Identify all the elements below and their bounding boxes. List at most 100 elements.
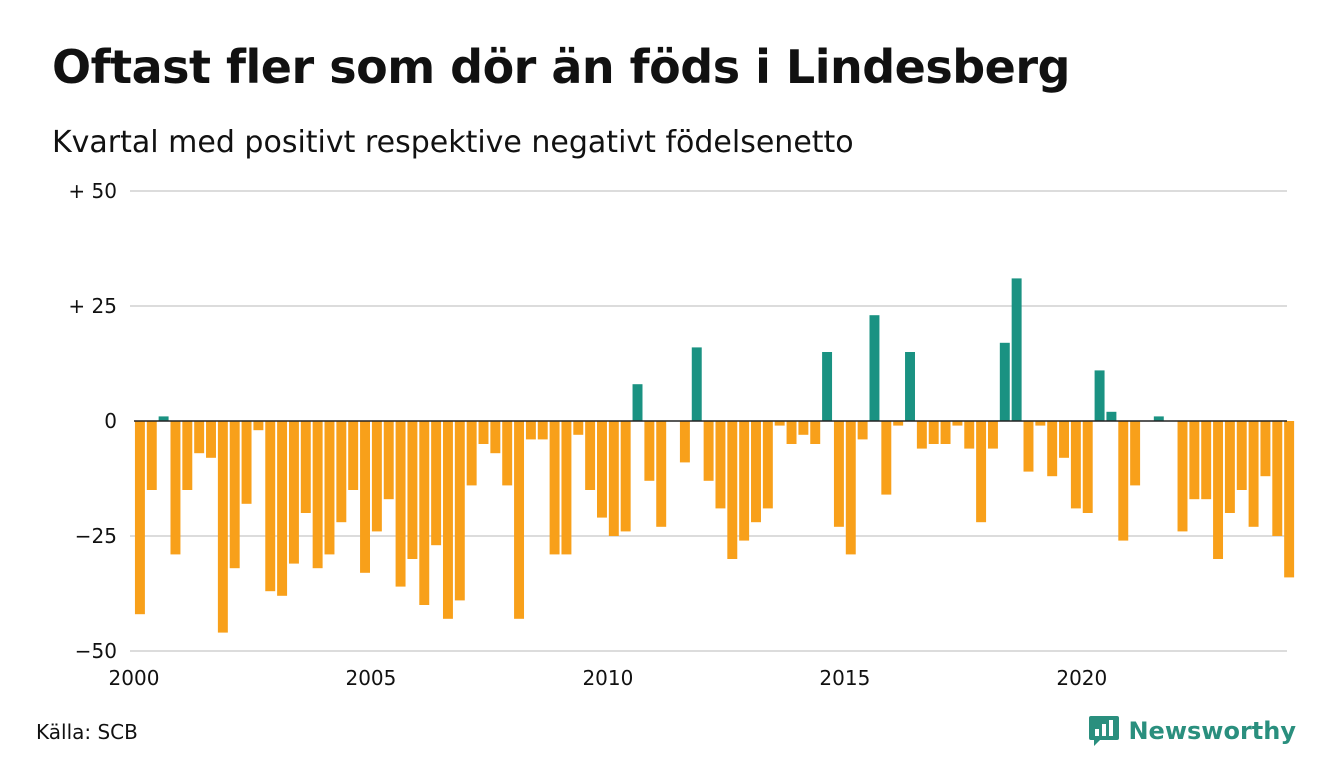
bar xyxy=(762,421,773,509)
bar xyxy=(1236,421,1247,490)
bar xyxy=(490,421,501,454)
chart-subtitle: Kvartal med positivt respektive negativt… xyxy=(52,125,854,160)
bar xyxy=(395,421,406,587)
bar xyxy=(442,421,453,619)
axes: + 50 + 25 0 −25 −50 2000 2005 2010 2015 2020 xyxy=(68,179,1287,690)
bar xyxy=(964,421,975,449)
chart-title: Oftast fler som dör än föds i Lindesberg xyxy=(52,40,1070,94)
bar xyxy=(1118,421,1129,541)
bar xyxy=(940,421,951,444)
bar xyxy=(324,421,335,555)
bar xyxy=(916,421,927,449)
bar xyxy=(217,421,228,633)
bar xyxy=(999,342,1010,421)
bar xyxy=(561,421,572,555)
bar xyxy=(1213,421,1224,559)
bar xyxy=(857,421,868,440)
bar xyxy=(976,421,987,523)
bar xyxy=(419,421,430,605)
y-tick-label: + 25 xyxy=(68,294,117,318)
bar xyxy=(786,421,797,444)
bar xyxy=(407,421,418,559)
bar-chart: + 50 + 25 0 −25 −50 2000 2005 2010 2015 2020 xyxy=(68,179,1295,690)
bar xyxy=(632,384,643,421)
bar xyxy=(798,421,809,435)
bar xyxy=(182,421,193,490)
bar xyxy=(987,421,998,449)
bar xyxy=(893,421,904,426)
y-tick-label: −50 xyxy=(75,639,117,663)
brand-name: Newsworthy xyxy=(1128,717,1296,745)
bar xyxy=(1047,421,1058,477)
bar xyxy=(478,421,489,444)
bar xyxy=(1130,421,1141,486)
bar xyxy=(822,352,833,421)
bar xyxy=(194,421,205,454)
bar xyxy=(1106,411,1117,421)
bar xyxy=(597,421,607,518)
bar xyxy=(277,421,288,596)
bar xyxy=(525,421,536,440)
bar xyxy=(608,421,619,536)
bar xyxy=(288,421,299,564)
x-tick-label: 2015 xyxy=(819,666,870,690)
bar xyxy=(703,421,714,481)
bar xyxy=(905,352,915,421)
bar xyxy=(158,416,169,421)
bar xyxy=(751,421,761,523)
bar xyxy=(1189,421,1200,500)
bar xyxy=(466,421,477,486)
bar xyxy=(881,421,892,495)
bar xyxy=(312,421,323,569)
bar xyxy=(360,421,370,573)
bar xyxy=(241,421,252,504)
bar xyxy=(206,421,216,458)
bar xyxy=(348,421,359,490)
bar xyxy=(1035,421,1046,426)
bar xyxy=(869,315,880,421)
bar xyxy=(585,421,596,490)
bar xyxy=(1023,421,1034,472)
bar xyxy=(253,421,264,431)
bar xyxy=(845,421,856,555)
bar xyxy=(833,421,844,527)
gridlines xyxy=(130,190,1287,652)
bar xyxy=(952,421,963,426)
bar xyxy=(134,421,145,615)
bar xyxy=(774,421,785,426)
bar xyxy=(300,421,311,513)
bar xyxy=(573,421,584,435)
bar xyxy=(1153,416,1164,421)
x-tick-label: 2005 xyxy=(345,666,396,690)
bar xyxy=(1082,421,1093,513)
source-note: Källa: SCB xyxy=(36,720,138,744)
bar xyxy=(336,421,347,523)
bar xyxy=(679,421,690,463)
bar xyxy=(691,347,702,421)
bar xyxy=(1248,421,1259,527)
x-tick-label: 2000 xyxy=(109,666,160,690)
bar xyxy=(170,421,181,555)
bar xyxy=(537,421,548,440)
bar xyxy=(1224,421,1235,513)
bar xyxy=(371,421,382,532)
bar xyxy=(265,421,276,592)
bar xyxy=(1094,370,1105,421)
bar xyxy=(1177,421,1188,532)
bar xyxy=(727,421,738,559)
bar xyxy=(502,421,513,486)
bar xyxy=(644,421,655,481)
bar xyxy=(928,421,939,444)
chart-speech-bubble-icon xyxy=(1089,716,1120,746)
y-tick-label: + 50 xyxy=(68,179,117,203)
bar xyxy=(1260,421,1271,477)
bar-series xyxy=(134,278,1295,633)
bar xyxy=(383,421,394,500)
bar xyxy=(229,421,240,569)
bar xyxy=(1059,421,1069,458)
x-tick-label: 2010 xyxy=(582,666,633,690)
bar xyxy=(1284,421,1295,578)
bar xyxy=(549,421,560,555)
bar xyxy=(1272,421,1283,536)
bar xyxy=(514,421,525,619)
